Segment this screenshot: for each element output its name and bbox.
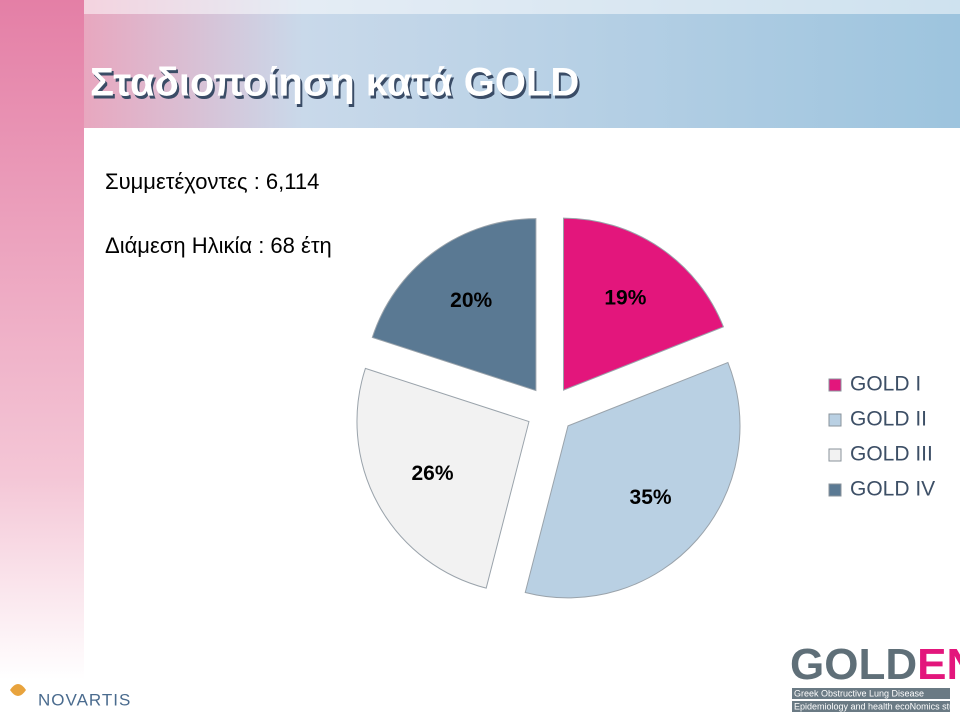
golden-logo: GOLDEN Greek Obstructive Lung Disease Ep… <box>790 640 960 712</box>
tagline-box <box>792 701 950 712</box>
annotation: Διάμεση Ηλικία : 68 έτη <box>105 233 332 258</box>
novartis-logo: NOVARTIS <box>10 684 131 709</box>
tagline: Epidemiology and health ecoNomics study <box>794 701 960 711</box>
data-label: 20% <box>450 289 492 312</box>
legend-label: GOLD III <box>850 443 933 466</box>
pie-slice <box>524 361 741 599</box>
legend-swatch <box>828 378 842 392</box>
legend-swatch <box>828 448 842 462</box>
title-shadow: Σταδιοποίηση κατά GOLD <box>92 64 581 108</box>
legend-swatch <box>828 413 842 427</box>
logo-text: NOVARTIS <box>38 690 131 709</box>
tagline: Greek Obstructive Lung Disease <box>794 688 924 698</box>
data-label: 26% <box>411 462 453 485</box>
logo-text: GOLDEN <box>790 640 960 689</box>
data-label: 19% <box>604 287 646 310</box>
legend-label: GOLD I <box>850 373 921 396</box>
data-label: 35% <box>630 486 672 509</box>
pie-slice <box>356 367 530 589</box>
pie-slice <box>371 218 537 392</box>
title-band <box>84 0 960 128</box>
logo-icon <box>10 684 26 696</box>
legend-label: GOLD IV <box>850 478 935 501</box>
title-band-edge <box>84 0 960 14</box>
side-strip <box>0 0 84 680</box>
slide-title: Σταδιοποίηση κατά GOLD <box>90 61 579 105</box>
pie-slice <box>562 217 725 391</box>
tagline-box <box>792 688 950 699</box>
legend-label: GOLD II <box>850 408 927 431</box>
legend-swatch <box>828 483 842 497</box>
annotation: Συμμετέχοντες : 6,114 <box>105 169 319 194</box>
